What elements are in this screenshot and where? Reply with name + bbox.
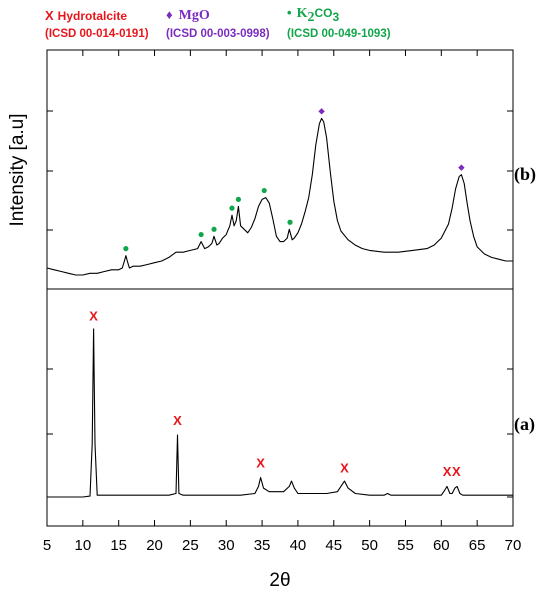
k2co3-peak-marker bbox=[287, 219, 293, 225]
x-tick-label: 20 bbox=[146, 537, 163, 554]
hydrotalcite-peak-marker: X bbox=[340, 461, 349, 476]
legend-entry-mgo: ♦ MgO (ICSD 00-003-0998) bbox=[166, 7, 270, 40]
x-tick-label: 15 bbox=[110, 537, 127, 554]
legend-name-mgo: MgO bbox=[179, 8, 210, 23]
k2co3-peak-marker bbox=[229, 205, 235, 211]
x-tick-label: 60 bbox=[433, 537, 450, 554]
k2co3-peak-marker bbox=[261, 187, 267, 194]
panel-label-b: (b) bbox=[514, 164, 536, 185]
series-layer bbox=[46, 117, 513, 498]
hydrotalcite-peak-marker: X bbox=[256, 455, 265, 470]
k2co3-peak-marker bbox=[235, 196, 242, 202]
legend-name-hydrotalcite: Hydrotalcite bbox=[58, 9, 128, 23]
legend-name-sub-2: 2 bbox=[307, 10, 314, 25]
legend-name-co: CO bbox=[314, 6, 332, 20]
hydrotalcite-peak-marker: X bbox=[443, 464, 452, 479]
mgo-peak-marker bbox=[318, 108, 325, 115]
legend-marker-dot: • bbox=[287, 5, 292, 20]
legend-name-k: K bbox=[297, 6, 308, 21]
x-tick-label: 70 bbox=[505, 537, 522, 554]
y-axis-title: Intensity [a.u] bbox=[7, 113, 28, 226]
axis-ticks bbox=[46, 50, 514, 526]
svg-text:•K2CO3: • K2CO3 bbox=[287, 5, 339, 25]
xrd-pattern-b bbox=[46, 117, 513, 276]
legend: X Hydrotalcite (ICSD 00-014-0191) ♦ MgO (I… bbox=[45, 5, 391, 40]
x-tick-label: 45 bbox=[325, 537, 342, 554]
x-tick-label: 30 bbox=[218, 537, 235, 554]
legend-ref-hydrotalcite: (ICSD 00-014-0191) bbox=[45, 28, 149, 40]
x-tick-label: 50 bbox=[361, 537, 378, 554]
legend-entry-k2co3: • K2CO3 (ICSD 00-049-1093) bbox=[287, 5, 391, 40]
x-tick-label: 40 bbox=[290, 537, 307, 554]
x-tick-label: 5 bbox=[43, 537, 51, 554]
x-axis-title: 2θ bbox=[269, 570, 290, 591]
legend-entry-hydrotalcite: X Hydrotalcite (ICSD 00-014-0191) bbox=[45, 8, 149, 40]
x-tick-label: 10 bbox=[75, 537, 92, 554]
svg-text:♦MgO: ♦ MgO bbox=[166, 7, 210, 23]
peak-markers: XXX X X X bbox=[89, 108, 465, 479]
k2co3-peak-marker bbox=[198, 231, 204, 238]
xrd-pattern-a bbox=[47, 328, 513, 498]
x-tick-label: 25 bbox=[182, 537, 199, 554]
k2co3-peak-marker bbox=[123, 246, 129, 252]
hydrotalcite-peak-marker: X bbox=[89, 308, 98, 323]
legend-name-sub-3: 3 bbox=[332, 10, 339, 24]
mgo-peak-marker bbox=[458, 164, 465, 171]
x-tick-labels: 5 10 15 20 25 30 35 40 45 50 55 60 65 70 bbox=[43, 537, 522, 554]
hydrotalcite-peak-marker: X bbox=[173, 413, 182, 428]
k2co3-peak-marker bbox=[211, 226, 217, 232]
legend-marker-diamond: ♦ bbox=[166, 7, 173, 22]
x-tick-label: 65 bbox=[469, 537, 486, 554]
legend-ref-mgo: (ICSD 00-003-0998) bbox=[166, 28, 270, 40]
panel-label-a: (a) bbox=[514, 414, 535, 435]
plot-frame bbox=[46, 49, 514, 527]
legend-marker-x: X bbox=[45, 8, 54, 23]
legend-ref-k2co3: (ICSD 00-049-1093) bbox=[287, 28, 391, 40]
x-tick-label: 35 bbox=[254, 537, 271, 554]
x-tick-label: 55 bbox=[397, 537, 414, 554]
hydrotalcite-peak-marker: X bbox=[452, 464, 461, 479]
